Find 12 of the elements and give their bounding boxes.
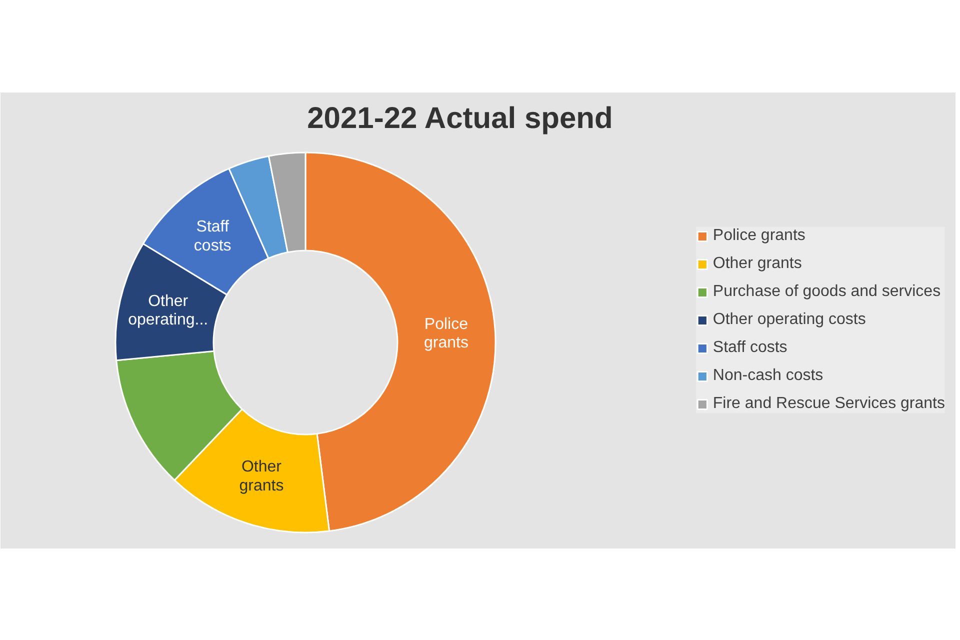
legend-label: Non-cash costs bbox=[712, 367, 824, 385]
legend-label: Other grants bbox=[712, 255, 802, 273]
legend-label: Purchase of goods and services bbox=[712, 283, 941, 301]
legend-label: Fire and Rescue Services grants bbox=[712, 395, 945, 413]
text: Other grants bbox=[239, 458, 284, 494]
legend-label: Staff costs bbox=[712, 339, 788, 357]
legend-label: Police grants bbox=[712, 227, 806, 245]
text: Other operating... bbox=[128, 293, 208, 329]
chart-title: 2021-22 Actual spend bbox=[307, 102, 613, 135]
slice-label: Police grants bbox=[424, 316, 468, 352]
slice-label: Staff costs bbox=[194, 218, 232, 254]
legend-label: Other operating costs bbox=[712, 311, 866, 329]
